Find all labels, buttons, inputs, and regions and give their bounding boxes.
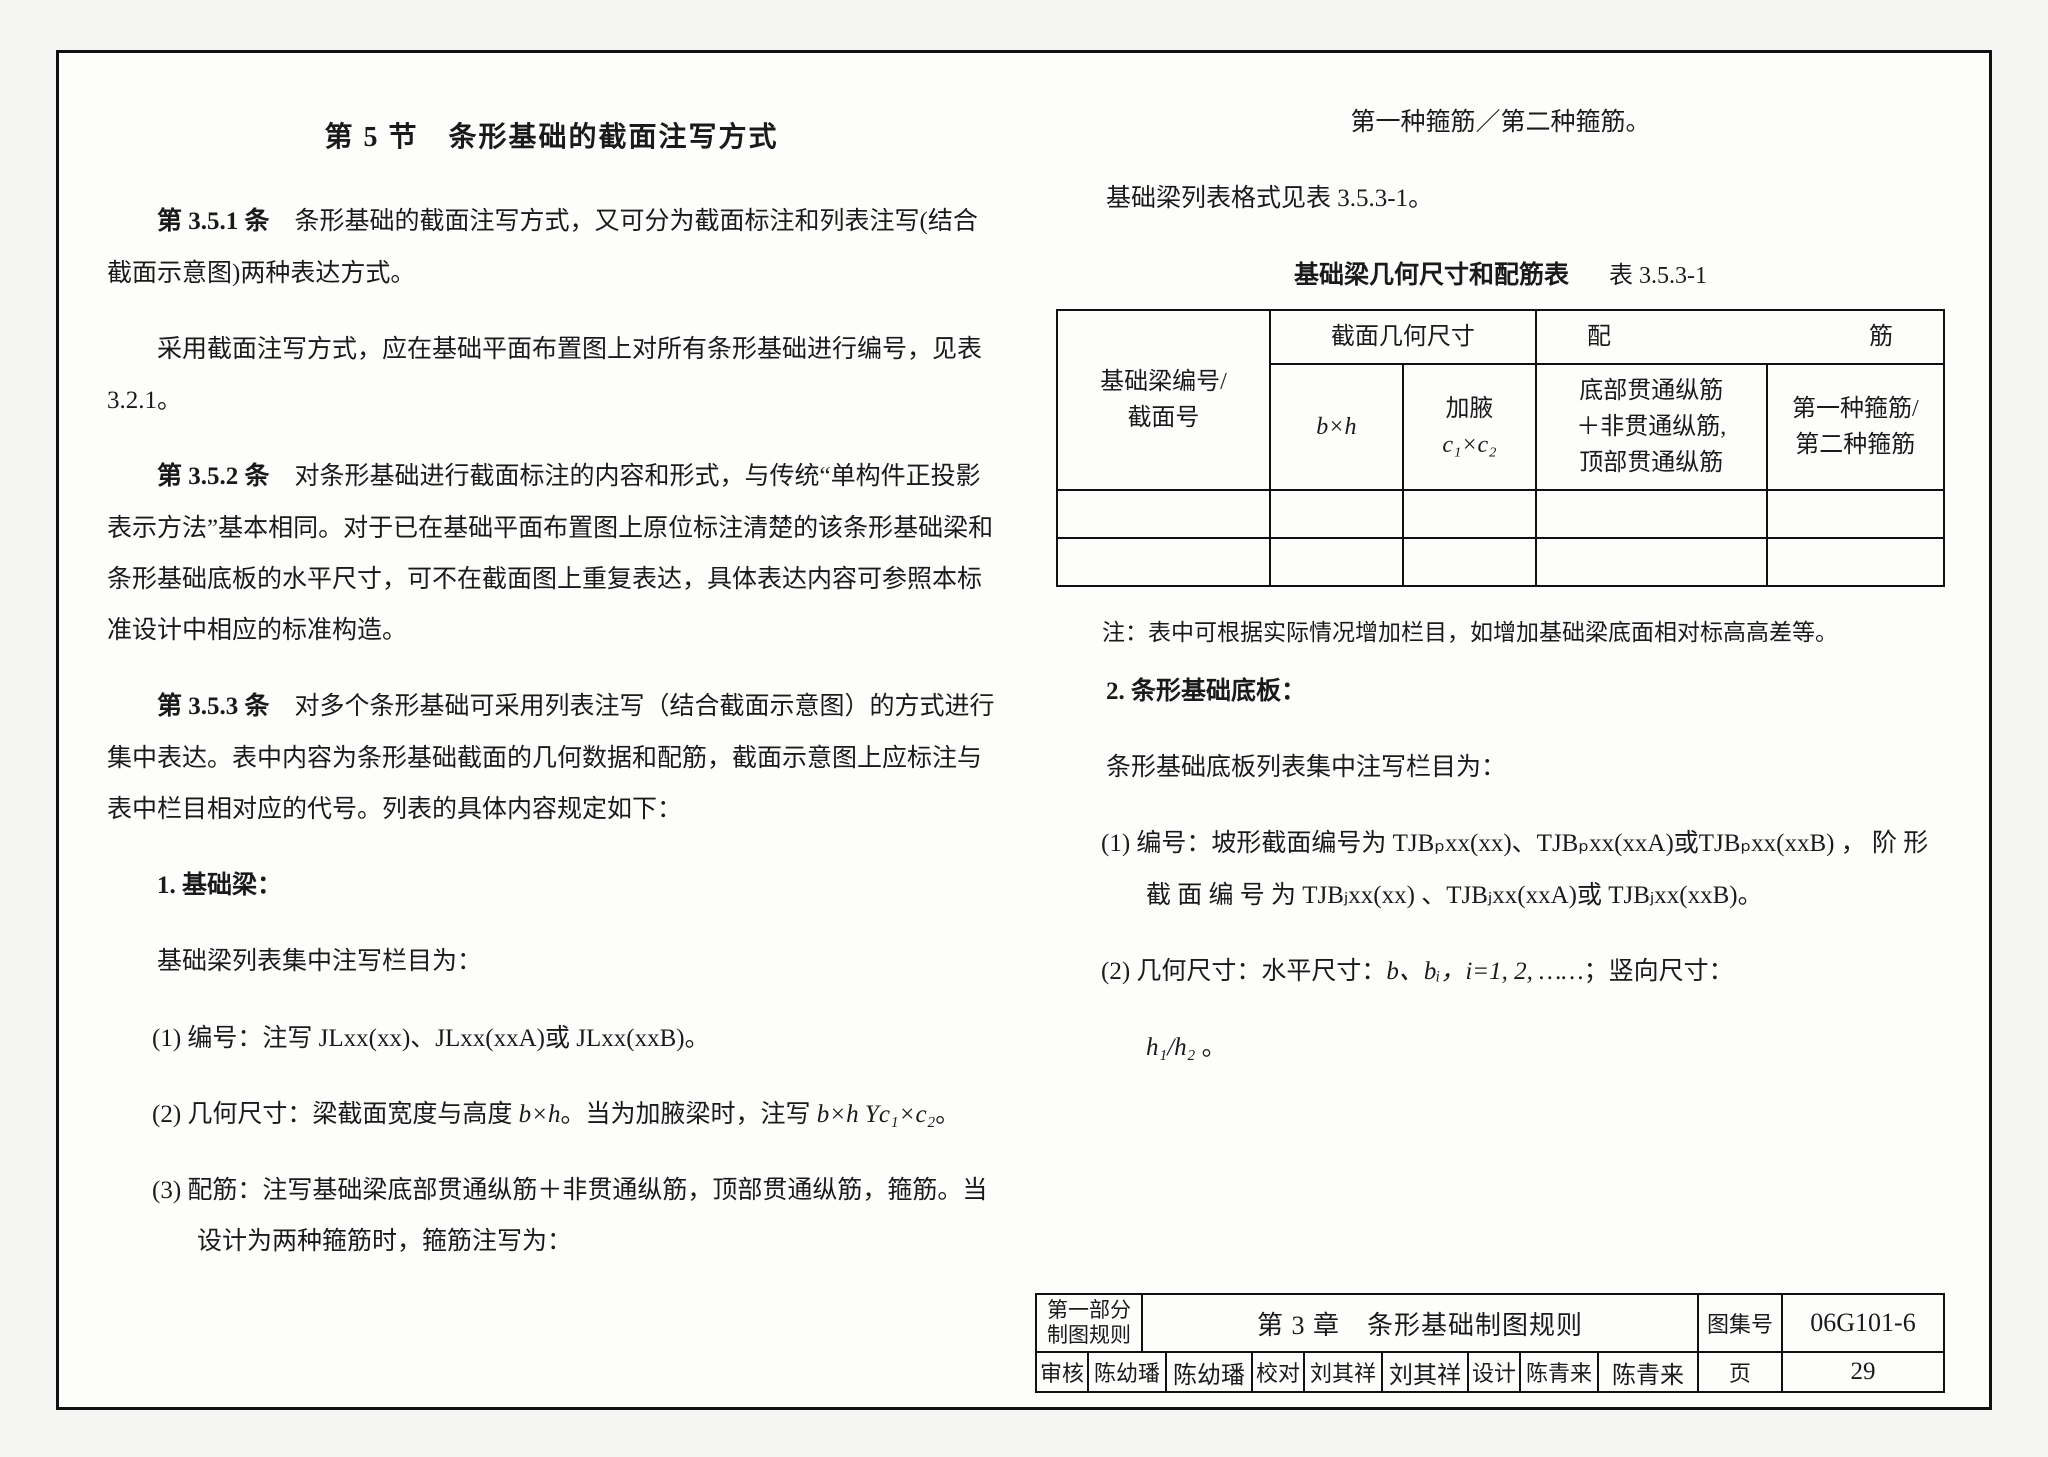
table-caption: 基础梁几何尺寸和配筋表 bbox=[1294, 250, 1569, 301]
table-note: 注：表中可根据实际情况增加栏目，如增加基础梁底面相对标高高差等。 bbox=[1102, 610, 1945, 656]
th-reinf2-l2: 第二种箍筋 bbox=[1774, 427, 1937, 463]
tb-shenhe-name: 陈幼璠 bbox=[1089, 1353, 1167, 1391]
tb-sheji-lbl: 设计 bbox=[1469, 1353, 1521, 1391]
clause-3-5-2: 第 3.5.2 条 对条形基础进行截面标注的内容和形式，与传统“单构件正投影表示… bbox=[107, 451, 996, 656]
th-rowcol-l1: 基础梁编号/ bbox=[1064, 364, 1263, 400]
tb-sheji-name: 陈青来 bbox=[1521, 1353, 1599, 1391]
th-reinf1-l2: ＋非贯通纵筋, bbox=[1543, 409, 1760, 445]
foundation-beam-table: 基础梁编号/ 截面号 截面几何尺寸 配 筋 b×h 加腋 bbox=[1056, 309, 1945, 587]
title-block: 第一部分 制图规则 第 3 章 条形基础制图规则 图集号 06G101-6 审核… bbox=[1035, 1293, 1945, 1393]
th-reinf-b: 筋 bbox=[1869, 324, 1893, 350]
right-column: 第一种箍筋／第二种箍筋。 基础梁列表格式见表 3.5.3-1。 基础梁几何尺寸和… bbox=[1056, 77, 1945, 1309]
tb-page-num: 29 bbox=[1783, 1353, 1943, 1391]
th-reinf-a: 配 bbox=[1587, 324, 1737, 350]
table-row bbox=[1057, 538, 1944, 586]
right-top-line2: 基础梁列表格式见表 3.5.3-1。 bbox=[1056, 173, 1945, 224]
list-item-2-2-sub: h₁/h₂ 。 bbox=[1056, 1022, 1945, 1073]
heading-2-strip-base: 2. 条形基础底板： bbox=[1056, 666, 1945, 717]
tb-atlas-value: 06G101-6 bbox=[1783, 1295, 1943, 1351]
tb-page-lbl: 页 bbox=[1699, 1353, 1783, 1391]
list-item-1-2: (2) 几何尺寸：梁截面宽度与高度 b×h。当为加腋梁时，注写 b×h Yc₁×… bbox=[107, 1089, 996, 1140]
li-2-2-b: b、bᵢ，i=1, 2, …… bbox=[1386, 958, 1583, 985]
table-number: 表 3.5.3-1 bbox=[1609, 252, 1707, 301]
clause-3-5-3: 第 3.5.3 条 对多个条形基础可采用列表注写（结合截面示意图）的方式进行集中… bbox=[107, 681, 996, 835]
tb-shenhe-sig: 陈幼璠 bbox=[1167, 1353, 1253, 1391]
th-reinf2: 第一种箍筋/ 第二种箍筋 bbox=[1767, 364, 1944, 490]
li-2-2-d: h₁/h₂ bbox=[1146, 1034, 1195, 1061]
th-rowcol-l2: 截面号 bbox=[1064, 400, 1263, 436]
list-item-1-1: (1) 编号：注写 JLxx(xx)、JLxx(xxA)或 JLxx(xxB)。 bbox=[107, 1013, 996, 1064]
th-rowcol: 基础梁编号/ 截面号 bbox=[1057, 310, 1270, 490]
clause-3-5-3-number: 第 3.5.3 条 bbox=[157, 693, 270, 720]
th-jiay: 加腋 c₁×c₂ bbox=[1403, 364, 1536, 490]
tb-atlas-label: 图集号 bbox=[1699, 1295, 1783, 1351]
tb-part-l2: 制图规则 bbox=[1047, 1323, 1131, 1348]
clause-3-5-2-number: 第 3.5.2 条 bbox=[157, 463, 270, 490]
clause-3-5-1: 第 3.5.1 条 条形基础的截面注写方式，又可分为截面标注和列表注写(结合截面… bbox=[107, 196, 996, 299]
th-reinf1: 底部贯通纵筋 ＋非贯通纵筋, 顶部贯通纵筋 bbox=[1536, 364, 1767, 490]
list-item-1-3: (3) 配筋：注写基础梁底部贯通纵筋＋非贯通纵筋，顶部贯通纵筋，箍筋。当设计为两… bbox=[107, 1165, 996, 1268]
li-2-2-c: ；竖向尺寸： bbox=[1584, 958, 1734, 985]
li-1-2-c: 。当为加腋梁时，注写 bbox=[561, 1101, 817, 1128]
section-5-title: 第 5 节 条形基础的截面注写方式 bbox=[107, 109, 996, 166]
list-item-2-1: (1) 编号：坡形截面编号为 TJBₚxx(xx)、TJBₚxx(xxA)或TJ… bbox=[1056, 818, 1945, 921]
list-item-2-2: (2) 几何尺寸：水平尺寸：b、bᵢ，i=1, 2, ……；竖向尺寸： bbox=[1056, 946, 1945, 997]
page-frame: 第 5 节 条形基础的截面注写方式 第 3.5.1 条 条形基础的截面注写方式，… bbox=[56, 50, 1992, 1410]
li-2-2-e: 。 bbox=[1195, 1034, 1226, 1061]
th-reinf1-l3: 顶部贯通纵筋 bbox=[1543, 445, 1760, 481]
th-reinf2-l1: 第一种箍筋/ bbox=[1774, 391, 1937, 427]
tb-jiaodui-sig: 刘其祥 bbox=[1383, 1353, 1469, 1391]
tb-jiaodui-lbl: 校对 bbox=[1253, 1353, 1305, 1391]
clause-3-5-1-number: 第 3.5.1 条 bbox=[157, 208, 270, 235]
li-1-2-a: (2) 几何尺寸：梁截面宽度与高度 bbox=[152, 1101, 519, 1128]
table-caption-row: 基础梁几何尺寸和配筋表 表 3.5.3-1 bbox=[1056, 250, 1945, 301]
li-2-2-a: (2) 几何尺寸：水平尺寸： bbox=[1101, 958, 1386, 985]
th-bxh-text: b×h bbox=[1316, 414, 1356, 440]
th-jiay-l1: 加腋 bbox=[1410, 391, 1529, 427]
table-row bbox=[1057, 490, 1944, 538]
tb-part: 第一部分 制图规则 bbox=[1037, 1295, 1143, 1351]
right-top-line1: 第一种箍筋／第二种箍筋。 bbox=[1056, 97, 1945, 148]
strip-base-intro: 条形基础底板列表集中注写栏目为： bbox=[1056, 742, 1945, 793]
th-bxh: b×h bbox=[1270, 364, 1403, 490]
tb-part-l1: 第一部分 bbox=[1047, 1298, 1131, 1323]
title-block-row2: 审核 陈幼璠 陈幼璠 校对 刘其祥 刘其祥 设计 陈青来 陈青来 页 29 bbox=[1037, 1353, 1943, 1391]
title-block-row1: 第一部分 制图规则 第 3 章 条形基础制图规则 图集号 06G101-6 bbox=[1037, 1295, 1943, 1353]
li-1-2-bxh: b×h bbox=[519, 1101, 561, 1128]
th-reinf: 配 筋 bbox=[1536, 310, 1944, 364]
th-jiay-l2: c₁×c₂ bbox=[1410, 427, 1529, 463]
left-column: 第 5 节 条形基础的截面注写方式 第 3.5.1 条 条形基础的截面注写方式，… bbox=[107, 77, 996, 1309]
tb-chapter: 第 3 章 条形基础制图规则 bbox=[1143, 1295, 1699, 1351]
th-reinf1-l1: 底部贯通纵筋 bbox=[1543, 373, 1760, 409]
clause-3-5-1-cont: 采用截面注写方式，应在基础平面布置图上对所有条形基础进行编号，见表 3.2.1。 bbox=[107, 324, 996, 427]
clause-3-5-2-text: 对条形基础进行截面标注的内容和形式，与传统“单构件正投影表示方法”基本相同。对于… bbox=[107, 463, 993, 644]
heading-1-foundation-beam: 1. 基础梁： bbox=[107, 860, 996, 911]
tb-sheji-sig: 陈青来 bbox=[1599, 1353, 1699, 1391]
foundation-beam-intro: 基础梁列表集中注写栏目为： bbox=[107, 936, 996, 987]
li-1-2-formula: b×h Yc₁×c₂ bbox=[817, 1101, 935, 1128]
tb-shenhe-lbl: 审核 bbox=[1037, 1353, 1089, 1391]
th-geom: 截面几何尺寸 bbox=[1270, 310, 1536, 364]
two-column-layout: 第 5 节 条形基础的截面注写方式 第 3.5.1 条 条形基础的截面注写方式，… bbox=[59, 77, 1989, 1309]
tb-jiaodui-name: 刘其祥 bbox=[1305, 1353, 1383, 1391]
li-1-2-e: 。 bbox=[935, 1101, 960, 1128]
